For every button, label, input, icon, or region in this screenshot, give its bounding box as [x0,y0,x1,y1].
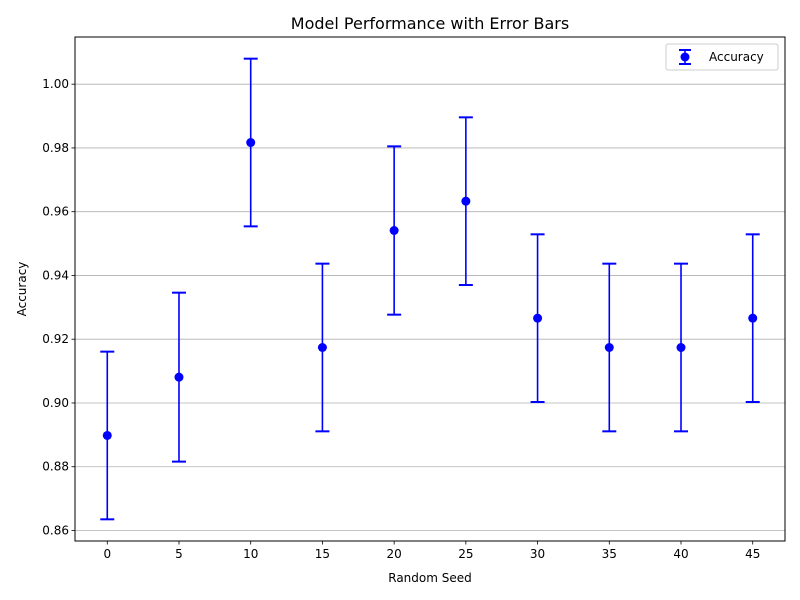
data-point-5 [461,196,471,206]
y-tick-label-1: 0.88 [42,460,69,474]
y-tick-label-6: 0.98 [42,141,69,155]
legend: Accuracy [665,43,779,71]
data-point-8 [676,342,686,352]
y-axis-label: Accuracy [15,262,29,317]
x-tick-label-1: 5 [175,547,183,561]
legend-marker [679,49,691,65]
x-tick-label-3: 15 [315,547,330,561]
data-point-9 [748,313,758,323]
y-tick-label-2: 0.90 [42,396,69,410]
legend-box [665,43,779,71]
y-axis-ticks: 0.86 0.88 0.90 0.92 0.94 0.96 0.98 1.00 [42,77,75,537]
data-point-1 [174,372,184,382]
x-axis-ticks: 0 5 10 15 20 25 30 35 40 45 [103,541,760,561]
x-tick-label-0: 0 [103,547,111,561]
data-point-7 [604,342,614,352]
data-series-accuracy [100,57,760,521]
y-tick-label-7: 1.00 [42,77,69,91]
y-tick-label-3: 0.92 [42,332,69,346]
x-tick-label-9: 45 [745,547,760,561]
data-point-4 [389,226,399,236]
x-tick-label-8: 40 [673,547,688,561]
grid-lines [75,83,785,531]
legend-point [680,52,690,62]
x-tick-label-6: 30 [530,547,545,561]
chart-title: Model Performance with Error Bars [291,14,569,33]
y-tick-label-4: 0.94 [42,268,69,282]
x-tick-label-4: 20 [387,547,402,561]
legend-entry-accuracy: Accuracy [709,50,764,64]
x-axis-label: Random Seed [388,571,472,585]
x-tick-label-7: 35 [602,547,617,561]
data-point-3 [317,342,327,352]
x-tick-label-2: 10 [243,547,258,561]
y-tick-label-5: 0.96 [42,205,69,219]
x-tick-label-5: 25 [458,547,473,561]
y-tick-label-0: 0.86 [42,523,69,537]
plot-frame [74,36,786,542]
data-point-2 [246,138,256,148]
data-point-0 [102,430,112,440]
data-point-6 [533,313,543,323]
